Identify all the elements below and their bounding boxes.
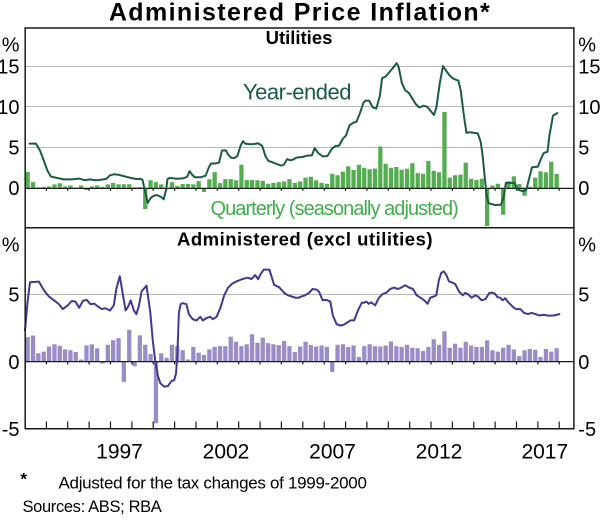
- svg-text:%: %: [2, 234, 20, 256]
- svg-text:Sources: ABS; RBA: Sources: ABS; RBA: [23, 498, 162, 516]
- svg-text:5: 5: [8, 138, 19, 160]
- svg-text:2012: 2012: [416, 440, 463, 463]
- svg-text:5: 5: [578, 285, 589, 307]
- svg-text:2007: 2007: [309, 440, 356, 463]
- svg-text:%: %: [2, 34, 20, 56]
- svg-text:5: 5: [8, 285, 19, 307]
- svg-text:-5: -5: [2, 419, 20, 441]
- svg-text:-5: -5: [578, 419, 596, 441]
- svg-text:Administered (excl utilities): Administered (excl utilities): [177, 229, 433, 250]
- svg-text:0: 0: [578, 178, 589, 200]
- svg-text:0: 0: [8, 178, 19, 200]
- svg-text:Quarterly (seasonally adjusted: Quarterly (seasonally adjusted): [211, 198, 459, 220]
- svg-text:1997: 1997: [96, 440, 143, 463]
- svg-text:0: 0: [8, 352, 19, 374]
- svg-text:0: 0: [578, 352, 589, 374]
- svg-text:15: 15: [0, 56, 20, 78]
- svg-text:Administered Price Inflation*: Administered Price Inflation*: [109, 0, 491, 27]
- svg-text:2017: 2017: [521, 440, 568, 463]
- svg-text:10: 10: [0, 97, 20, 119]
- svg-text:%: %: [578, 34, 596, 56]
- svg-text:%: %: [578, 234, 596, 256]
- svg-text:Utilities: Utilities: [266, 27, 333, 48]
- svg-text:*: *: [20, 470, 27, 489]
- svg-text:Year-ended: Year-ended: [243, 79, 351, 104]
- svg-text:15: 15: [578, 56, 600, 78]
- svg-text:5: 5: [578, 138, 589, 160]
- svg-text:2002: 2002: [203, 440, 250, 463]
- svg-text:Adjusted for the tax changes o: Adjusted for the tax changes of 1999-200…: [59, 474, 367, 493]
- svg-text:10: 10: [578, 97, 600, 119]
